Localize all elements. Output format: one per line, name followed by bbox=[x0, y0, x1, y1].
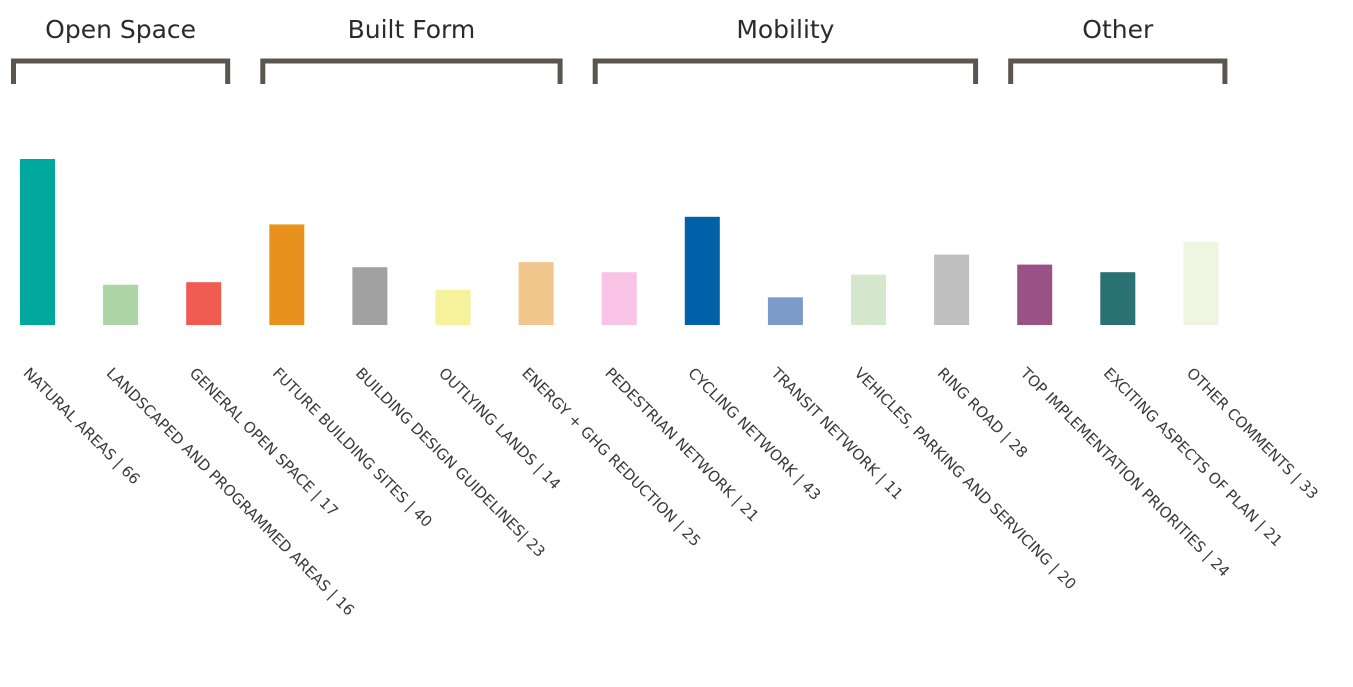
bar-7 bbox=[601, 272, 637, 325]
group-bracket bbox=[1008, 58, 1228, 84]
bar-5 bbox=[435, 289, 471, 325]
group-bracket bbox=[260, 58, 563, 84]
category-label: CYCLING NETWORK | 43 bbox=[684, 364, 824, 504]
bar-12 bbox=[1017, 264, 1053, 325]
bar-13 bbox=[1100, 272, 1136, 325]
group-bracket bbox=[11, 58, 231, 84]
bar-2 bbox=[186, 282, 222, 325]
bar-4 bbox=[352, 267, 388, 325]
bar-10 bbox=[851, 274, 886, 325]
category-label: FUTURE BUILDING SITES | 40 bbox=[269, 364, 436, 531]
bar-6 bbox=[518, 262, 554, 325]
bar-1 bbox=[103, 284, 139, 325]
category-label: GENERAL OPEN SPACE | 17 bbox=[186, 364, 342, 520]
group-title: Other bbox=[1082, 15, 1154, 44]
category-label: OTHER COMMENTS | 33 bbox=[1183, 364, 1322, 503]
group-title: Open Space bbox=[45, 15, 196, 44]
bar-11 bbox=[934, 254, 970, 325]
bar-8 bbox=[684, 216, 720, 325]
bar-3 bbox=[269, 224, 305, 325]
category-label: ENERGY + GHG REDUCTION | 25 bbox=[518, 364, 704, 550]
group-brackets-layer: Open Space Built Form Mobility Other bbox=[11, 15, 1228, 84]
bar-9 bbox=[767, 297, 803, 325]
bar-14 bbox=[1183, 242, 1219, 325]
group-bracket bbox=[592, 58, 979, 84]
group-title: Mobility bbox=[736, 15, 834, 44]
category-label: BUILDING DESIGN GUIDELINES| 23 bbox=[352, 364, 549, 561]
group-title: Built Form bbox=[348, 15, 476, 44]
category-label: PEDESTRIAN NETWORK | 21 bbox=[601, 364, 762, 525]
bar-0 bbox=[20, 159, 55, 325]
category-label: RING ROAD | 28 bbox=[934, 364, 1032, 462]
category-label: TRANSIT NETWORK | 11 bbox=[767, 363, 907, 503]
bars-layer bbox=[20, 159, 1219, 325]
category-label: EXCITING ASPECTS OF PLAN | 21 bbox=[1100, 364, 1286, 550]
